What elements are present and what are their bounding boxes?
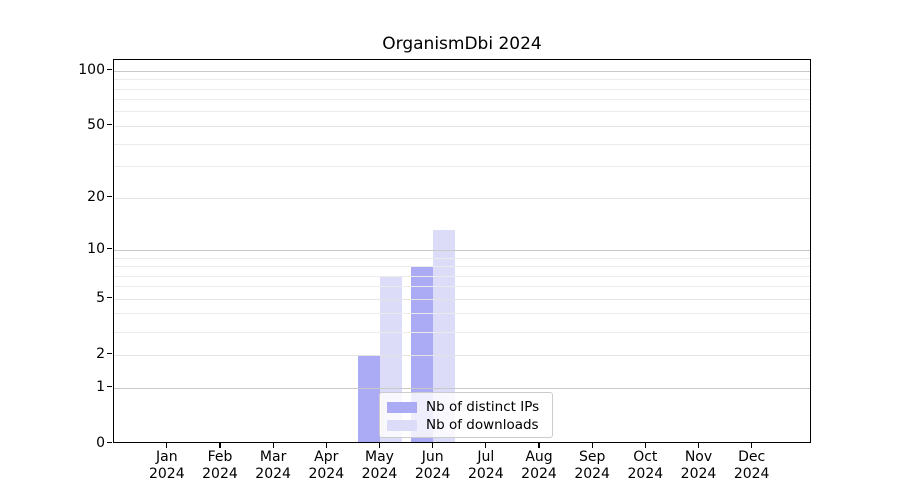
legend-swatch [387,401,417,413]
y-axis-tick [106,195,112,198]
legend-row: Nb of distinct IPs [387,398,544,416]
x-tick-label: Dec 2024 [733,449,770,482]
x-axis-tick [591,443,593,449]
y-axis-tick [106,248,112,250]
y-tick-label: 10 [87,240,105,257]
x-axis-tick [166,443,168,449]
x-tick-label: Jan 2024 [148,449,185,482]
y-tick-label: 1 [96,378,105,395]
y-axis-tick [106,124,112,126]
x-axis-tick [378,443,381,449]
x-tick-label: May 2024 [361,449,398,482]
gridline [114,387,810,389]
bar-nb-of-downloads [433,230,456,442]
gridline [114,79,810,81]
y-tick-label: 0 [96,434,105,451]
x-axis-tick [697,443,700,449]
y-axis-tick [106,297,112,299]
x-tick-label: Apr 2024 [308,449,345,482]
x-tick-label: Aug 2024 [521,449,557,482]
gridline [114,354,810,356]
gridline [114,257,810,259]
gridline [114,70,810,72]
x-axis-tick [644,443,646,449]
gridline [114,111,810,113]
chart-title: OrganismDbi 2024 [382,34,542,54]
gridline [114,99,810,101]
x-tick-label: Sep 2024 [574,449,610,482]
gridline [114,197,810,199]
x-axis-tick [432,443,434,449]
legend-label: Nb of distinct IPs [426,399,540,415]
gridline [114,88,810,90]
x-tick-label: Feb 2024 [202,449,238,482]
x-tick-label: Jul 2024 [467,449,504,482]
y-tick-label: 100 [78,61,105,78]
x-axis-tick [325,443,327,449]
x-tick-label: Jun 2024 [414,449,451,482]
y-tick-label: 20 [87,188,105,205]
x-axis-tick [485,443,487,449]
plot-area [113,59,811,443]
y-tick-label: 50 [87,116,105,133]
legend-label: Nb of downloads [426,417,539,433]
legend-row: Nb of downloads [387,416,544,434]
gridline [114,331,810,333]
x-axis-tick [751,443,753,449]
bar-nb-of-distinct-ips [357,354,380,442]
x-axis-tick [272,443,274,449]
y-axis-tick [106,353,112,355]
x-axis-tick [219,443,221,449]
y-tick-label: 5 [96,289,105,306]
legend-swatch [387,419,417,431]
legend: Nb of distinct IPs Nb of downloads [379,392,553,438]
gridline [114,125,810,127]
gridline [114,249,810,251]
y-axis-tick [106,441,112,444]
gridline [114,298,810,300]
y-tick-label: 2 [96,345,105,362]
x-tick-label: Nov 2024 [680,449,717,482]
gridline [114,143,810,145]
gridline [114,166,810,168]
x-tick-label: Oct 2024 [627,449,664,482]
gridline [114,313,810,315]
y-axis-tick [106,385,112,388]
y-axis-tick [106,69,112,71]
x-tick-label: Mar 2024 [255,449,291,482]
gridline [114,275,810,277]
gridline [114,286,810,288]
x-axis-tick [538,443,540,449]
gridline [114,266,810,267]
